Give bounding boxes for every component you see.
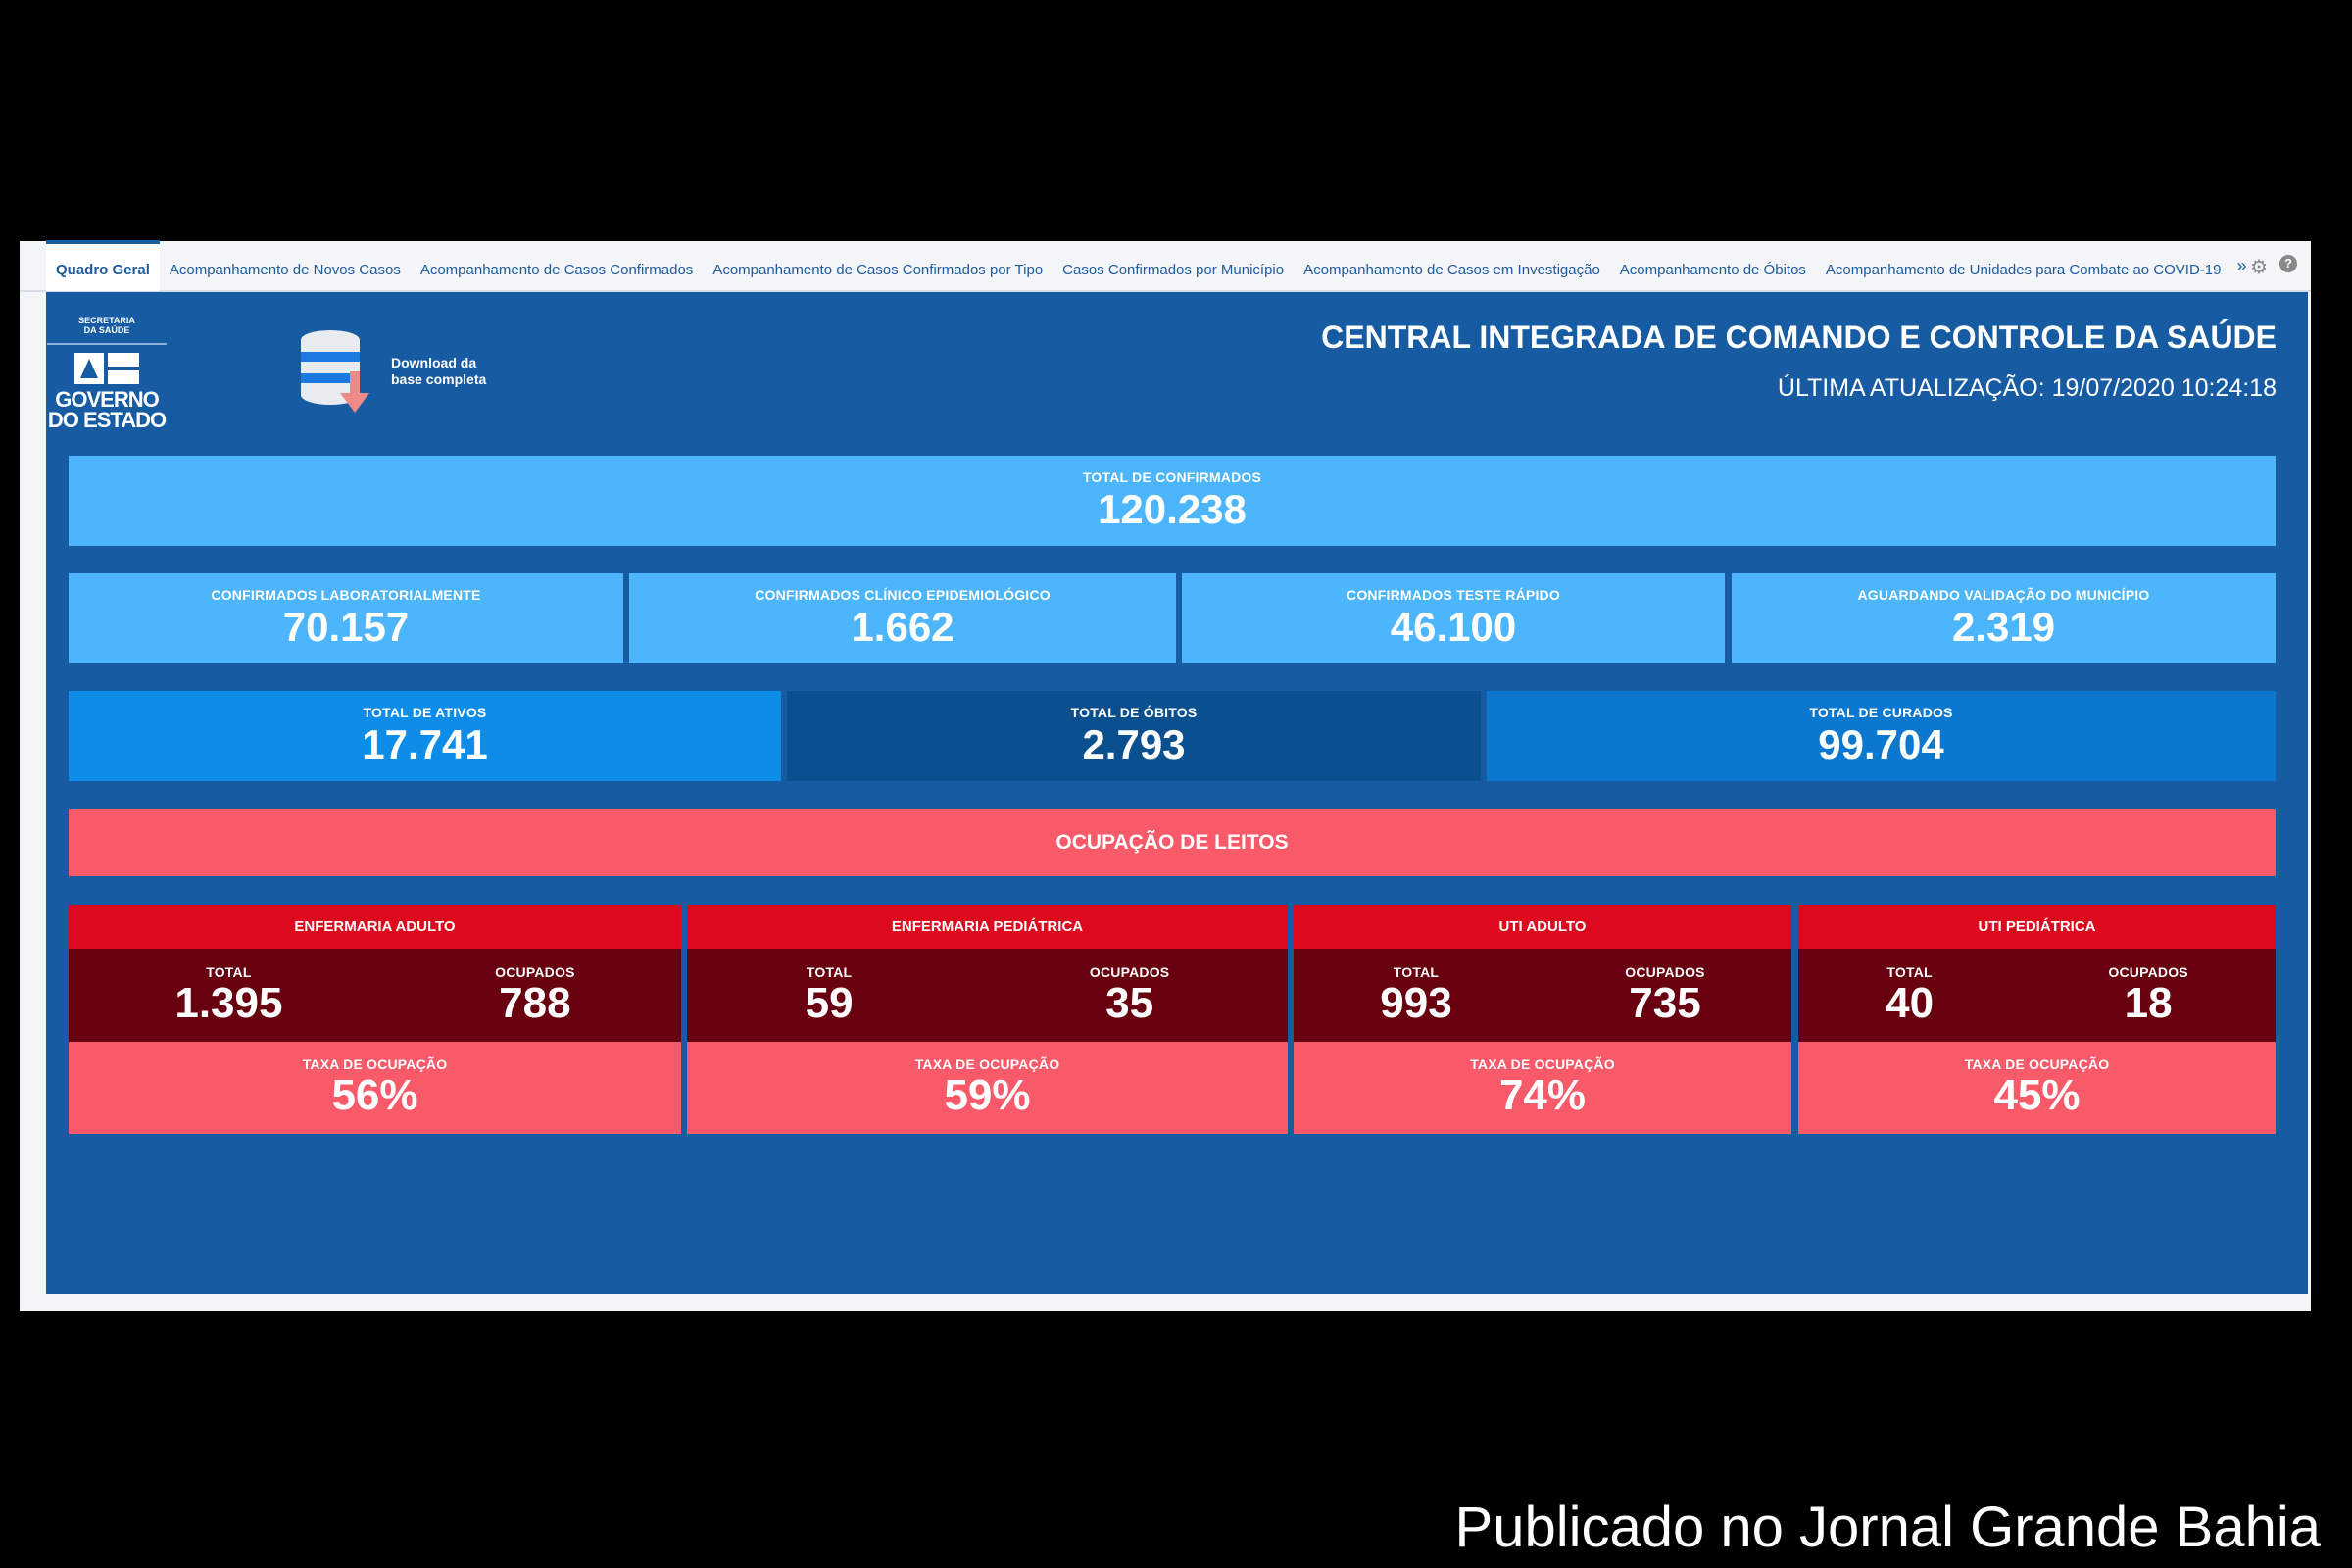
total-obitos-card: TOTAL DE ÓBITOS 2.793 xyxy=(787,691,1481,781)
tab-bar: Quadro Geral Acompanhamento de Novos Cas… xyxy=(20,240,2311,292)
more-tabs-button[interactable]: » xyxy=(2236,255,2247,275)
tab-por-municipio[interactable]: Casos Confirmados por Município xyxy=(1062,262,1285,278)
taxa-value: 45% xyxy=(1993,1071,2081,1119)
download-label: base completa xyxy=(391,371,487,387)
tab-novos-casos[interactable]: Acompanhamento de Novos Casos xyxy=(169,262,401,278)
card-label: TOTAL DE CONFIRMADOS xyxy=(1082,469,1262,485)
card-value: 120.238 xyxy=(1098,486,1247,532)
last-update: ÚLTIMA ATUALIZAÇÃO: 19/07/2020 10:24:18 xyxy=(1777,374,2277,402)
state-emblem-icon xyxy=(74,353,139,384)
watermark-text: Publicado no Jornal Grande Bahia xyxy=(1454,1495,2321,1559)
taxa-label: TAXA DE OCUPAÇÃO xyxy=(302,1056,448,1072)
ocupados-label: OCUPADOS xyxy=(495,963,575,980)
card-value: 2.319 xyxy=(1951,604,2056,650)
total-label: TOTAL xyxy=(1886,963,1933,980)
card-label: CONFIRMADOS TESTE RÁPIDO xyxy=(1347,587,1560,603)
ocupados-value: 35 xyxy=(1105,978,1154,1027)
governo-logo: SECRETARIA DA SAÚDE GOVERNO DO ESTADO xyxy=(43,316,171,432)
card-label: TOTAL DE ÓBITOS xyxy=(1070,705,1198,720)
dashboard-panel xyxy=(46,292,2308,1294)
bed-card-uti-pediatrica: UTI PEDIÁTRICA TOTAL 40 OCUPADOS 18 TAXA DE… xyxy=(1798,905,2276,1134)
bed-card-title: UTI ADULTO xyxy=(1294,905,1791,949)
tab-obitos[interactable]: Acompanhamento de Óbitos xyxy=(1619,262,1806,278)
taxa-value: 74% xyxy=(1498,1071,1587,1119)
taxa-label: TAXA DE OCUPAÇÃO xyxy=(914,1056,1060,1072)
card-value: 46.100 xyxy=(1390,604,1517,650)
ocupacao-leitos-header: OCUPAÇÃO DE LEITOS xyxy=(69,809,2276,876)
ocupados-label: OCUPADOS xyxy=(1625,963,1705,980)
taxa-value: 59% xyxy=(944,1071,1031,1119)
ocupados-label: OCUPADOS xyxy=(2108,963,2188,980)
total-value: 993 xyxy=(1380,978,1452,1027)
card-label: CONFIRMADOS CLÍNICO EPIDEMIOLÓGICO xyxy=(755,587,1051,603)
total-label: TOTAL xyxy=(806,963,853,980)
tab-em-investigacao[interactable]: Acompanhamento de Casos em Investigação xyxy=(1303,262,1600,278)
total-value: 59 xyxy=(805,978,854,1027)
taxa-value: 56% xyxy=(331,1071,418,1119)
ocupados-value: 735 xyxy=(1629,978,1701,1027)
total-curados-card: TOTAL DE CURADOS 99.704 xyxy=(1487,691,2276,781)
download-database-button[interactable]: Download da base completa xyxy=(299,328,486,415)
bed-card-enfermaria-adulto: ENFERMARIA ADULTO TOTAL 1.395 OCUPADOS 788 … xyxy=(69,905,681,1134)
tab-casos-confirmados[interactable]: Acompanhamento de Casos Confirmados xyxy=(419,262,694,278)
taxa-label: TAXA DE OCUPAÇÃO xyxy=(1470,1056,1615,1072)
card-value: 99.704 xyxy=(1818,721,1944,767)
total-value: 1.395 xyxy=(174,978,283,1027)
bed-card-title: ENFERMARIA PEDIÁTRICA xyxy=(687,905,1288,949)
tab-quadro-geral[interactable]: Quadro Geral xyxy=(46,240,160,291)
bed-card-title: ENFERMARIA ADULTO xyxy=(69,905,681,949)
help-icon[interactable]: ? xyxy=(2279,255,2297,272)
total-confirmados-card: TOTAL DE CONFIRMADOS 120.238 xyxy=(69,456,2276,546)
confirmados-clinico-card: CONFIRMADOS CLÍNICO EPIDEMIOLÓGICO 1.662 xyxy=(629,573,1176,663)
database-download-icon xyxy=(301,330,369,413)
logo-text: DO ESTADO xyxy=(47,408,167,432)
page-title: CENTRAL INTEGRADA DE COMANDO E CONTROLE … xyxy=(1321,319,2277,355)
logo-text: SECRETARIA xyxy=(78,316,135,325)
card-value: 17.741 xyxy=(362,721,488,767)
bed-card-uti-adulto: UTI ADULTO TOTAL 993 OCUPADOS 735 TAXA DE O… xyxy=(1294,905,1791,1134)
total-ativos-card: TOTAL DE ATIVOS 17.741 xyxy=(69,691,781,781)
logo-text: DA SAÚDE xyxy=(83,325,130,335)
card-value: 1.662 xyxy=(851,604,955,650)
card-label: CONFIRMADOS LABORATORIALMENTE xyxy=(211,587,481,603)
aguardando-validacao-card: AGUARDANDO VALIDAÇÃO DO MUNICÍPIO 2.319 xyxy=(1732,573,2276,663)
ocupados-value: 18 xyxy=(2124,978,2173,1027)
card-label: AGUARDANDO VALIDAÇÃO DO MUNICÍPIO xyxy=(1857,587,2150,603)
confirmados-teste-rapido-card: CONFIRMADOS TESTE RÁPIDO 46.100 xyxy=(1182,573,1725,663)
logo-text: GOVERNO xyxy=(55,387,159,412)
card-label: TOTAL DE CURADOS xyxy=(1809,705,1953,720)
tab-confirmados-por-tipo[interactable]: Acompanhamento de Casos Confirmados por … xyxy=(712,262,1044,278)
card-value: 2.793 xyxy=(1082,721,1186,767)
card-label: TOTAL DE ATIVOS xyxy=(363,705,487,720)
total-label: TOTAL xyxy=(206,963,252,980)
bed-card-title: UTI PEDIÁTRICA xyxy=(1798,905,2276,949)
taxa-label: TAXA DE OCUPAÇÃO xyxy=(1964,1056,2110,1072)
bed-card-enfermaria-pediatrica: ENFERMARIA PEDIÁTRICA TOTAL 59 OCUPADOS 35 … xyxy=(687,905,1288,1134)
gear-icon[interactable]: ⚙ xyxy=(2250,257,2268,278)
ocupados-label: OCUPADOS xyxy=(1089,963,1170,980)
ocupados-value: 788 xyxy=(499,978,571,1027)
confirmados-laboratorialmente-card: CONFIRMADOS LABORATORIALMENTE 70.157 xyxy=(69,573,623,663)
card-value: 70.157 xyxy=(282,604,410,650)
download-label: Download da xyxy=(391,355,477,370)
total-label: TOTAL xyxy=(1393,963,1440,980)
tab-unidades-covid[interactable]: Acompanhamento de Unidades para Combate … xyxy=(1825,262,2222,278)
total-value: 40 xyxy=(1886,978,1935,1027)
